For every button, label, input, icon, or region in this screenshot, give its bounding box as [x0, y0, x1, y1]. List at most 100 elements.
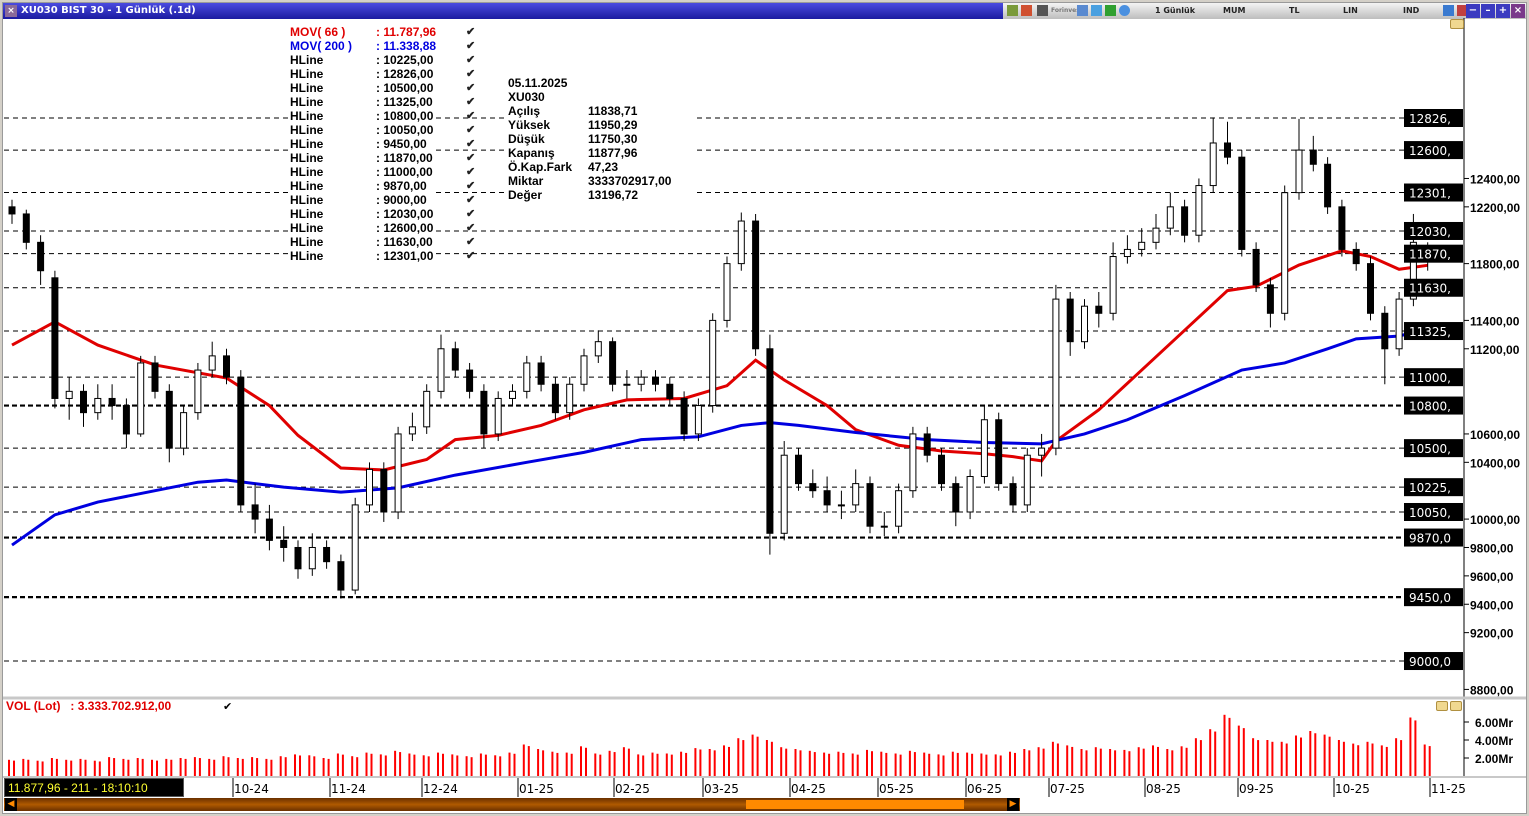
- volume-bar: [70, 760, 73, 776]
- scroll-right-icon[interactable]: ▶: [1007, 798, 1019, 811]
- hline-label: 9870,0: [1409, 532, 1451, 546]
- date-tick-label: 10-24: [234, 782, 269, 796]
- volume-bar: [427, 756, 430, 776]
- legend-name: HLine: [290, 67, 324, 81]
- toolbar-currency[interactable]: TL: [1289, 6, 1300, 15]
- volume-bar: [1051, 741, 1054, 776]
- candle: [1367, 256, 1374, 321]
- candle-body: [1138, 241, 1146, 250]
- volume-bar: [1114, 750, 1117, 776]
- check-icon[interactable]: ✔: [466, 236, 476, 248]
- candle: [566, 377, 574, 420]
- volume-bar: [842, 752, 845, 776]
- panel-button[interactable]: [1436, 701, 1448, 711]
- arrow-icon[interactable]: [1443, 5, 1454, 16]
- check-icon[interactable]: ✔: [466, 208, 476, 220]
- volume-bar: [1228, 717, 1231, 776]
- minimize-button[interactable]: −: [1466, 4, 1480, 18]
- info-row: Miktar 3333702917,00: [508, 174, 671, 188]
- toolbar-chart-type[interactable]: MUM: [1223, 6, 1246, 15]
- tool-icon[interactable]: [1007, 5, 1018, 16]
- volume-bar: [980, 753, 983, 776]
- volume-bar: [484, 754, 487, 776]
- candle-body: [122, 405, 130, 435]
- volume-bar: [413, 754, 416, 776]
- check-icon[interactable]: ✔: [466, 166, 476, 178]
- close-icon[interactable]: ×: [5, 5, 17, 17]
- check-icon[interactable]: ✔: [466, 82, 476, 94]
- legend-row: HLine: 11000,00 ✔: [290, 165, 475, 179]
- volume-bar: [928, 753, 931, 776]
- scrollbar-thumb[interactable]: [746, 800, 964, 809]
- candle: [1081, 299, 1088, 349]
- date-tick-label: 04-25: [791, 782, 826, 796]
- pencil-icon[interactable]: [1105, 5, 1116, 16]
- check-icon[interactable]: ✔: [466, 194, 476, 206]
- legend-row: HLine: 12826,00 ✔: [290, 67, 475, 81]
- candle-body: [294, 546, 302, 570]
- volume-bar: [937, 754, 940, 776]
- volume-bar: [299, 755, 301, 776]
- panel-close-button[interactable]: [1450, 701, 1462, 711]
- hline-label-bg: [1404, 368, 1463, 387]
- check-icon[interactable]: ✔: [466, 222, 476, 234]
- candle: [609, 337, 617, 392]
- volume-bar: [437, 752, 439, 776]
- volume-bar: [294, 754, 296, 776]
- maximize-button[interactable]: +: [1496, 4, 1510, 18]
- restore-button[interactable]: –: [1481, 4, 1495, 18]
- check-icon[interactable]: ✔: [466, 40, 476, 52]
- check-icon[interactable]: ✔: [223, 700, 233, 713]
- legend-name: HLine: [290, 81, 324, 95]
- legend-value: : 9450,00: [376, 137, 427, 151]
- volume-bar: [613, 752, 616, 776]
- toolbar-scale[interactable]: LIN: [1343, 6, 1358, 15]
- check-icon[interactable]: ✔: [466, 138, 476, 150]
- volume-bar: [1128, 751, 1131, 776]
- check-icon[interactable]: ✔: [466, 124, 476, 136]
- volume-bar: [1371, 743, 1374, 776]
- legend-value: : 10050,00: [376, 123, 434, 137]
- grid-icon[interactable]: [1077, 5, 1088, 16]
- volume-bar: [308, 755, 311, 776]
- check-icon[interactable]: ✔: [466, 54, 476, 66]
- volume-bar: [98, 761, 101, 776]
- candle-body: [1052, 298, 1060, 449]
- candle: [823, 476, 831, 512]
- check-icon[interactable]: ✔: [466, 110, 476, 122]
- candle: [1324, 157, 1332, 214]
- candle-body: [237, 376, 245, 506]
- check-icon[interactable]: ✔: [466, 96, 476, 108]
- chart-icon[interactable]: [1091, 5, 1102, 16]
- toolbar-indicators[interactable]: IND: [1403, 6, 1420, 15]
- candle-body: [1295, 149, 1303, 194]
- check-icon[interactable]: ✔: [466, 250, 476, 262]
- tool-icon[interactable]: [1021, 5, 1032, 16]
- move-icon[interactable]: [1119, 5, 1130, 16]
- candle-body: [437, 348, 445, 392]
- candle: [466, 362, 474, 399]
- volume-bar: [1357, 745, 1360, 776]
- volume-bar: [1428, 746, 1431, 776]
- settings-icon[interactable]: [1457, 5, 1468, 16]
- candle-body: [952, 483, 960, 513]
- check-icon[interactable]: ✔: [466, 180, 476, 192]
- panel-button[interactable]: [1450, 19, 1464, 29]
- check-icon[interactable]: ✔: [466, 152, 476, 164]
- close-button[interactable]: ×: [1511, 4, 1525, 18]
- volume-bar: [1094, 747, 1097, 776]
- toolbar-period[interactable]: 1 Günlük: [1155, 6, 1196, 15]
- candle: [51, 270, 59, 409]
- hline-label: 10225,: [1409, 481, 1451, 495]
- candle: [80, 384, 87, 427]
- candle: [694, 398, 702, 442]
- check-icon[interactable]: ✔: [466, 68, 476, 80]
- candle-body: [1038, 447, 1046, 456]
- tool-icon[interactable]: [1037, 5, 1048, 16]
- volume-bar: [1352, 743, 1355, 776]
- volume-bar: [527, 746, 530, 776]
- check-icon[interactable]: ✔: [466, 26, 476, 38]
- scroll-left-icon[interactable]: ◀: [5, 798, 17, 811]
- candle-body: [280, 539, 288, 548]
